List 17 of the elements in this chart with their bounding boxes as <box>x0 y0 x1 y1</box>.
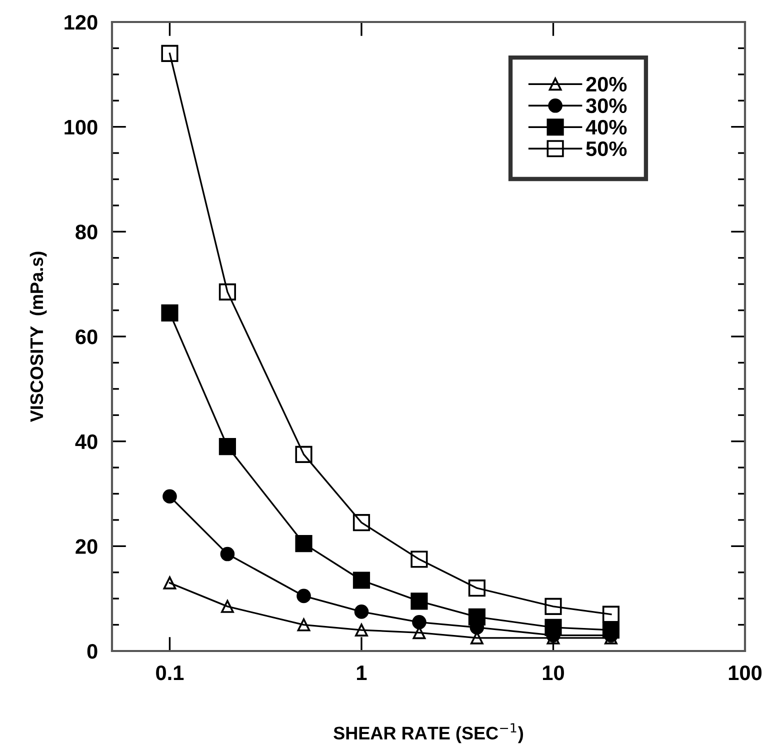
x-tick-label: 100 <box>728 665 762 680</box>
y-tick-label: 60 <box>76 330 98 344</box>
legend-label: 30% <box>586 98 627 114</box>
y-axis-title: VISCOSITY (mPa.s) <box>30 252 47 422</box>
y-tick-label: 0 <box>87 644 98 659</box>
legend-label: 40% <box>586 120 627 135</box>
x-tick-label: 0.1 <box>156 665 184 680</box>
y-tick-label: 20 <box>76 539 98 554</box>
y-tick-label: 100 <box>64 120 98 135</box>
y-tick-label: 120 <box>64 15 98 30</box>
y-tick-label: 40 <box>75 434 98 450</box>
x-axis-title: SHEAR RATE (SEC$^{−1}$) <box>334 723 524 744</box>
y-tick-label: 80 <box>76 224 98 240</box>
legend-label: 50% <box>586 141 627 156</box>
x-tick-label: 10 <box>542 665 564 680</box>
x-tick-label: 1 <box>357 666 367 680</box>
legend-label: 20% <box>586 76 627 92</box>
